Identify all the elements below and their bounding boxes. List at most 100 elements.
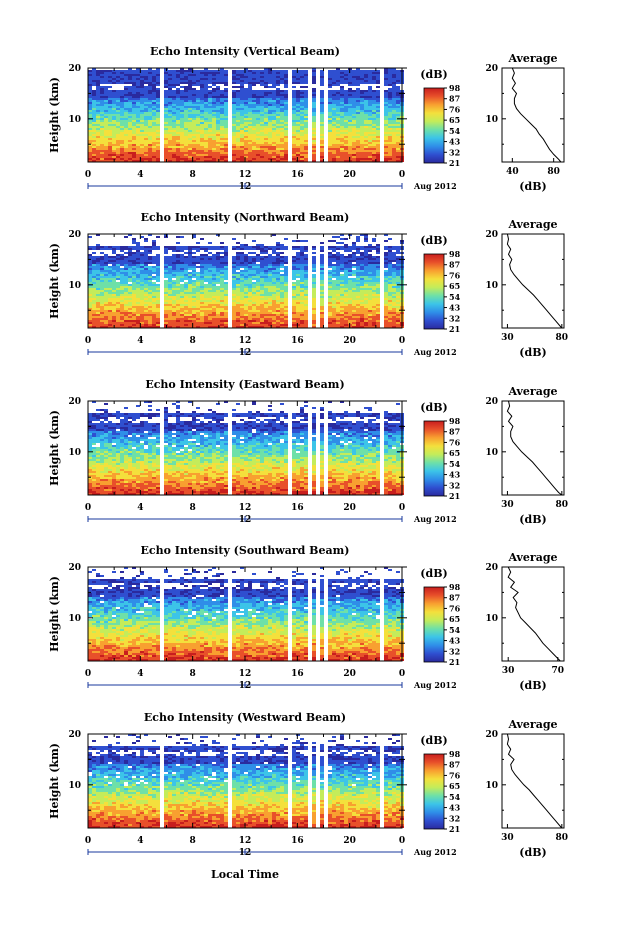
heatmap-cell (248, 72, 252, 74)
heatmap-cell (144, 260, 148, 262)
heatmap-cell (292, 116, 296, 118)
heatmap-cell (208, 280, 212, 282)
heatmap-cell (116, 96, 120, 98)
heatmap-cell (272, 80, 276, 82)
heatmap-cell (208, 116, 212, 118)
heatmap-cell (276, 114, 280, 116)
heatmap-cell (184, 322, 188, 324)
heatmap-cell (252, 70, 256, 72)
heatmap-cell (348, 74, 352, 76)
heatmap-cell (128, 140, 132, 142)
heatmap-cell (376, 110, 380, 112)
heatmap-cell (388, 96, 392, 98)
heatmap-cell (276, 100, 280, 102)
heatmap-cell (268, 102, 272, 104)
heatmap-cell (212, 326, 216, 328)
heatmap-cell (292, 104, 296, 106)
heatmap-cell (244, 136, 248, 138)
heatmap-cell (244, 298, 248, 300)
heatmap-cell (152, 156, 156, 158)
heatmap-cell (108, 306, 112, 308)
heatmap-cell (176, 74, 180, 76)
heatmap-cell (208, 318, 212, 320)
heatmap-cell (148, 98, 152, 100)
heatmap-cell (248, 322, 252, 324)
heatmap-cell (240, 108, 244, 110)
heatmap-cell (232, 296, 236, 298)
heatmap-cell (96, 148, 100, 150)
heatmap-cell (232, 152, 236, 154)
heatmap-cell (176, 258, 180, 260)
heatmap-cell (148, 258, 152, 260)
heatmap-cell (220, 272, 224, 274)
heatmap-cell (192, 282, 196, 284)
heatmap-cell (204, 152, 208, 154)
heatmap-cell (124, 288, 128, 290)
heatmap-cell (96, 104, 100, 106)
heatmap-cell (200, 256, 204, 258)
heatmap-cell (88, 324, 92, 326)
heatmap-cell (204, 148, 208, 150)
heatmap-cell (96, 114, 100, 116)
heatmap-cell (108, 326, 112, 328)
heatmap-cell (376, 104, 380, 106)
heatmap-cell (196, 136, 200, 138)
heatmap-cell (104, 292, 108, 294)
heatmap-cell (252, 314, 256, 316)
heatmap-cell (88, 320, 92, 322)
heatmap-cell (120, 70, 124, 72)
heatmap-cell (140, 252, 144, 254)
heatmap-cell (124, 146, 128, 148)
heatmap-cell (344, 94, 348, 96)
heatmap-cell (116, 110, 120, 112)
heatmap-cell (216, 306, 220, 308)
heatmap-cell (172, 156, 176, 158)
heatmap-cell (116, 136, 120, 138)
heatmap-cell (144, 114, 148, 116)
heatmap-cell (152, 110, 156, 112)
heatmap-cell (336, 92, 340, 94)
heatmap-cell (364, 138, 368, 140)
heatmap-cell (320, 114, 324, 116)
heatmap-cell (124, 140, 128, 142)
heatmap-cell (136, 108, 140, 110)
heatmap-cell (152, 86, 156, 88)
heatmap-cell (252, 270, 256, 272)
heatmap-cell (224, 326, 228, 328)
heatmap-cell (104, 302, 108, 304)
heatmap-cell (100, 302, 104, 304)
heatmap-cell (112, 292, 116, 294)
heatmap-cell (204, 318, 208, 320)
heatmap-cell (156, 248, 160, 250)
heatmap-cell (176, 254, 180, 256)
heatmap-cell (100, 248, 104, 250)
heatmap-cell (208, 306, 212, 308)
heatmap-cell (248, 260, 252, 262)
heatmap-cell (196, 84, 200, 86)
heatmap-cell (88, 296, 92, 298)
heatmap-cell (224, 298, 228, 300)
heatmap-cell (344, 136, 348, 138)
heatmap-cell (252, 150, 256, 152)
heatmap-cell (116, 78, 120, 80)
colorbar-tick-label: 54 (449, 126, 461, 136)
heatmap-cell (104, 136, 108, 138)
heatmap-cell (176, 112, 180, 114)
heatmap-cell (232, 150, 236, 152)
heatmap-cell (128, 300, 132, 302)
heatmap-cell (360, 156, 364, 158)
heatmap-cell (172, 286, 176, 288)
heatmap-cell (180, 90, 184, 92)
heatmap-cell (192, 124, 196, 126)
heatmap-cell (92, 246, 96, 248)
heatmap-cell (208, 324, 212, 326)
heatmap-cell (248, 324, 252, 326)
heatmap-cell (256, 274, 260, 276)
heatmap-cell (128, 276, 132, 278)
heatmap-cell (372, 130, 376, 132)
heatmap-cell (388, 142, 392, 144)
heatmap-cell (236, 248, 240, 250)
heatmap-cell (128, 106, 132, 108)
heatmap-cell (96, 92, 100, 94)
heatmap-cell (168, 158, 172, 160)
